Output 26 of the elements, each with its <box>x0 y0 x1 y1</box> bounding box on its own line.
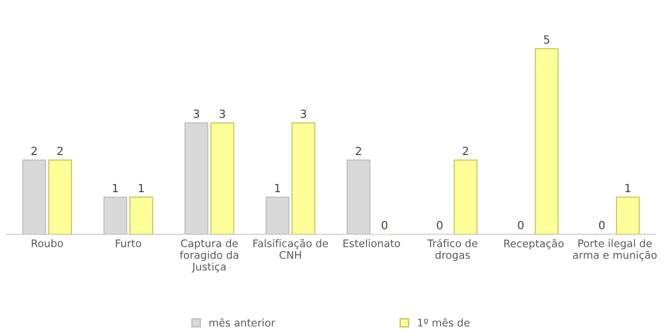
data-label: 1 <box>138 184 144 192</box>
data-label: 2 <box>462 146 468 155</box>
x-tick-label: Roubo <box>32 239 63 248</box>
data-label: 3 <box>300 110 306 118</box>
data-label: 2 <box>57 146 63 155</box>
data-label: 0 <box>382 220 388 230</box>
x-tick-label: Tráfico de drogas <box>427 238 478 261</box>
data-label: 0 <box>518 220 524 230</box>
x-tick-label: Receptação <box>504 239 564 250</box>
data-label: 3 <box>220 110 225 118</box>
x-tick-label: Porte ilegal de arma e munição <box>573 239 657 261</box>
data-label: 0 <box>436 220 442 230</box>
data-label: 0 <box>599 220 605 230</box>
data-label: 3 <box>194 110 200 118</box>
data-label: 2 <box>31 146 37 155</box>
x-tick-label: Estelionato <box>344 239 400 248</box>
data-label: 1 <box>275 184 280 192</box>
legend-label: 1º mês de <box>418 318 470 327</box>
data-label: 1 <box>625 184 630 192</box>
data-label: 2 <box>356 146 361 155</box>
legend-label: mês anterior <box>210 318 276 327</box>
x-tick-label: Falsificação de CNH <box>253 239 328 259</box>
data-label: 1 <box>112 184 118 192</box>
data-label: 5 <box>544 35 550 44</box>
x-tick-label: Furto <box>116 239 142 248</box>
x-tick-label: Captura de foragido da Justiça <box>180 239 238 272</box>
